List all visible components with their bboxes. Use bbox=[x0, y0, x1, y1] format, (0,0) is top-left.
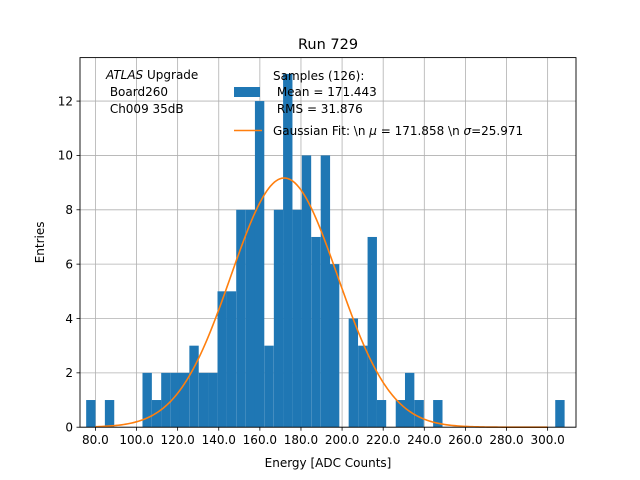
chart-title: Run 729 bbox=[298, 37, 358, 53]
histogram-bar bbox=[161, 372, 171, 428]
histogram-bar bbox=[170, 372, 181, 428]
y-axis-label: Entries bbox=[33, 222, 47, 264]
histogram-bar bbox=[329, 264, 340, 428]
legend-fit-label: Gaussian Fit: \n μ = 171.858 \n σ=25.971 bbox=[273, 124, 523, 138]
x-axis-label: Energy [ADC Counts] bbox=[265, 456, 392, 470]
x-axis-ticks: 80.0 100.0 120.0 140.0 160.0 180.0 200.0 220.0 2… bbox=[82, 427, 565, 447]
histogram-bar bbox=[311, 236, 321, 428]
legend-samples-label: Samples (126): bbox=[273, 69, 364, 83]
histogram-bar bbox=[189, 345, 199, 428]
x-tick-label: 200.0 bbox=[325, 433, 359, 447]
upgrade-label: Upgrade bbox=[143, 68, 198, 82]
histogram-bar bbox=[292, 209, 302, 428]
legend-rms-label: RMS = 31.876 bbox=[273, 102, 363, 116]
x-tick-label: 120.0 bbox=[160, 433, 194, 447]
x-tick-label: 280.0 bbox=[489, 433, 523, 447]
histogram-bar bbox=[264, 345, 274, 428]
y-tick-label: 6 bbox=[65, 257, 73, 271]
x-tick-label: 300.0 bbox=[530, 433, 564, 447]
legend-mean-label: Mean = 171.443 bbox=[273, 85, 377, 99]
histogram-bar bbox=[104, 400, 115, 428]
atlas-annotation: ATLAS Upgrade Board260 Ch009 35dB bbox=[105, 68, 198, 116]
histogram-bar bbox=[198, 372, 209, 428]
x-tick-label: 260.0 bbox=[448, 433, 482, 447]
y-tick-label: 8 bbox=[65, 203, 73, 217]
histogram-bar bbox=[320, 155, 331, 428]
histogram-bar bbox=[376, 400, 387, 428]
x-tick-label: 180.0 bbox=[284, 433, 318, 447]
y-axis-ticks: 0 2 4 6 8 10 12 bbox=[58, 94, 80, 435]
histogram-bar bbox=[367, 236, 377, 428]
y-tick-label: 2 bbox=[65, 366, 73, 380]
histogram-bar bbox=[236, 209, 246, 428]
gaussian-fit-curve bbox=[95, 177, 548, 428]
histogram-bar bbox=[273, 209, 284, 428]
svg-text:ATLAS Upgrade: ATLAS Upgrade bbox=[105, 68, 198, 82]
histogram-bar bbox=[404, 372, 415, 428]
atlas-label: ATLAS bbox=[105, 68, 144, 82]
histogram-bar bbox=[254, 101, 265, 428]
y-tick-label: 0 bbox=[65, 421, 73, 435]
x-tick-label: 140.0 bbox=[202, 433, 236, 447]
histogram-bar bbox=[217, 291, 227, 428]
histogram-bar bbox=[414, 400, 424, 428]
plot-frame bbox=[79, 57, 577, 428]
legend: Samples (126): Mean = 171.443 RMS = 31.8… bbox=[234, 69, 523, 138]
histogram-bar bbox=[358, 345, 368, 428]
y-tick-label: 12 bbox=[58, 94, 73, 108]
histogram-bar bbox=[348, 318, 359, 428]
histogram-bar bbox=[179, 372, 190, 428]
x-tick-label: 80.0 bbox=[82, 433, 109, 447]
histogram-bar bbox=[433, 400, 443, 428]
x-tick-label: 240.0 bbox=[407, 433, 441, 447]
board-label: Board260 bbox=[106, 85, 168, 99]
channel-label: Ch009 35dB bbox=[106, 102, 184, 116]
legend-histogram-swatch bbox=[234, 87, 260, 97]
y-tick-label: 10 bbox=[58, 149, 73, 163]
histogram-bar bbox=[86, 400, 96, 428]
histogram-bar bbox=[208, 372, 218, 428]
x-tick-label: 100.0 bbox=[119, 433, 153, 447]
x-tick-label: 160.0 bbox=[243, 433, 277, 447]
histogram-bar bbox=[283, 73, 293, 428]
histogram-bar bbox=[395, 400, 406, 428]
histogram-bar bbox=[226, 291, 237, 428]
histogram-bar bbox=[555, 400, 565, 428]
histogram-bar bbox=[245, 209, 256, 428]
histogram-bars bbox=[86, 73, 565, 428]
x-tick-label: 220.0 bbox=[366, 433, 400, 447]
histogram-bar bbox=[142, 372, 152, 428]
histogram-bar bbox=[301, 155, 312, 428]
y-tick-label: 4 bbox=[65, 312, 73, 326]
